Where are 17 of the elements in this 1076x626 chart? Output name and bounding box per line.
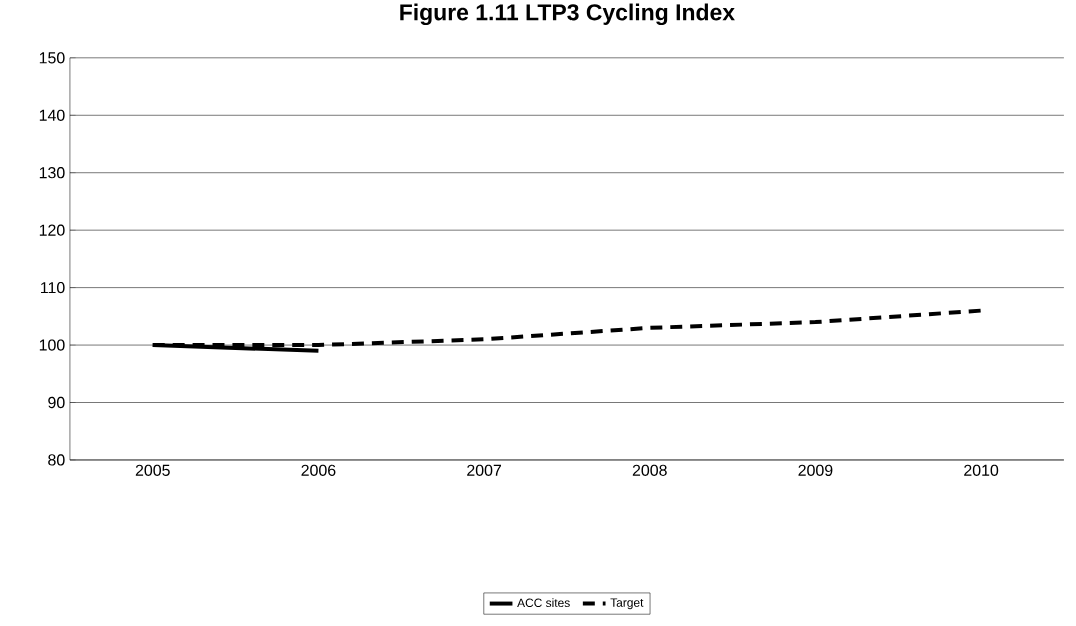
x-tick-label: 2006 (301, 464, 336, 476)
chart-title: Figure 1.11 LTP3 Cycling Index (400, 3, 735, 26)
y-tick-label: 110 (41, 282, 65, 294)
x-tick-label: 2005 (135, 464, 170, 476)
y-tick-label: 90 (48, 396, 65, 409)
y-tick-label: 130 (39, 167, 65, 179)
legend-label: Target (610, 598, 644, 610)
x-tick-label: 2010 (964, 464, 999, 476)
legend-label: ACC sites (517, 598, 570, 608)
x-tick-label: 2009 (798, 464, 833, 476)
x-tick-label: 2008 (632, 464, 667, 476)
x-tick-label: 2007 (467, 464, 502, 476)
y-tick-label: 150 (39, 52, 65, 64)
y-tick-label: 80 (48, 454, 65, 466)
y-tick-label: 140 (39, 109, 65, 121)
y-tick-label: 120 (39, 224, 65, 236)
y-tick-label: 100 (39, 339, 65, 351)
